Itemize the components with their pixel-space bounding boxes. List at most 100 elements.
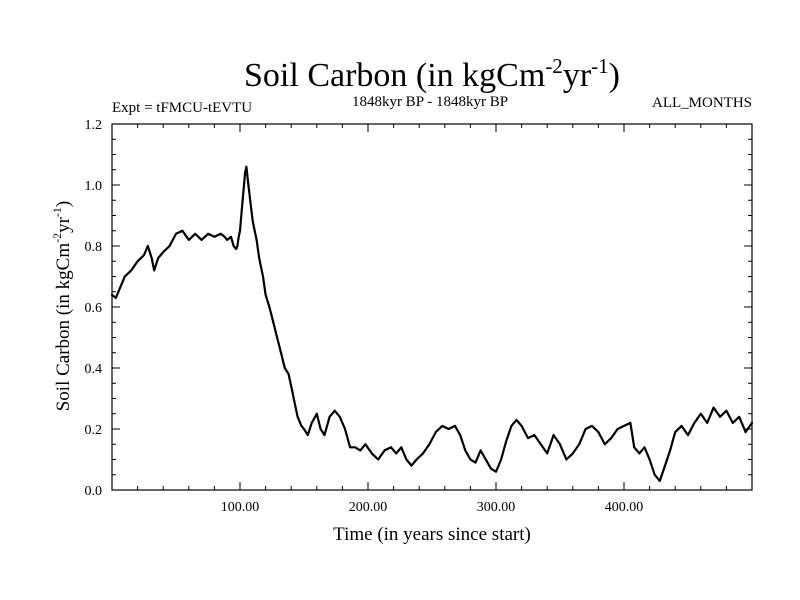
- ylabel-sup-1: -2: [50, 233, 64, 243]
- data-point: [546, 452, 549, 455]
- plot-frame: [111, 123, 753, 491]
- data-point: [706, 422, 709, 424]
- data-point: [213, 235, 216, 238]
- data-point: [400, 446, 403, 449]
- data-point: [410, 464, 413, 467]
- data-point: [559, 443, 561, 446]
- data-point: [597, 431, 600, 433]
- data-point: [258, 257, 261, 260]
- data-point: [162, 251, 165, 254]
- data-point: [283, 367, 286, 369]
- data-point: [515, 419, 518, 421]
- data-point: [245, 165, 248, 168]
- data-point: [323, 434, 326, 436]
- data-point: [306, 434, 309, 436]
- data-point: [571, 452, 574, 455]
- data-point: [333, 409, 336, 412]
- data-point: [591, 425, 593, 427]
- data-point: [236, 245, 239, 247]
- data-point: [349, 446, 351, 449]
- data-point: [658, 480, 661, 482]
- data-point: [200, 239, 203, 241]
- data-point: [533, 434, 536, 436]
- data-point: [447, 428, 450, 430]
- data-point: [123, 275, 126, 278]
- data-point: [153, 269, 156, 272]
- experiment-label: Expt = tFMCU-tEVTU: [112, 100, 252, 116]
- data-point: [111, 293, 113, 296]
- data-point: [223, 235, 226, 238]
- ylabel-prefix: Soil Carbon (in kgCm: [53, 243, 74, 412]
- y-tick-label: 0.8: [85, 240, 103, 255]
- data-point: [520, 425, 523, 427]
- data-point: [168, 245, 171, 247]
- data-point: [459, 434, 462, 436]
- data-point: [246, 178, 249, 180]
- data-point: [648, 458, 651, 461]
- data-point: [118, 287, 121, 290]
- data-point: [194, 232, 197, 235]
- data-point: [699, 412, 702, 415]
- data-point: [415, 458, 418, 461]
- data-point: [552, 434, 555, 436]
- data-point: [474, 461, 477, 464]
- data-point: [310, 422, 313, 424]
- data-point: [303, 428, 305, 430]
- data-point: [244, 171, 247, 174]
- data-point: [687, 434, 689, 436]
- plot-area: [110, 123, 754, 491]
- data-point: [359, 449, 362, 452]
- x-tick-label: 200.00: [349, 500, 388, 515]
- data-point: [114, 297, 117, 299]
- x-tick-label: 300.00: [477, 500, 516, 515]
- time-range-label: 1848kyr BP - 1848kyr BP: [352, 94, 508, 110]
- data-point: [638, 452, 641, 455]
- data-point: [181, 229, 184, 232]
- data-point: [235, 248, 238, 250]
- data-point: [370, 452, 373, 455]
- data-point: [495, 470, 497, 473]
- data-point: [616, 428, 619, 430]
- data-point: [287, 373, 290, 375]
- title-prefix: Soil Carbon (in kgCm: [244, 57, 545, 94]
- months-label: ALL_MONTHS: [652, 95, 752, 111]
- x-axis: 100.00 200.00 300.00 400.00: [137, 124, 727, 515]
- data-point: [565, 458, 568, 461]
- data-point: [294, 403, 296, 406]
- x-tick-label: 400.00: [605, 500, 644, 515]
- data-point: [610, 437, 613, 439]
- data-point: [241, 199, 244, 202]
- title-suffix: ): [609, 57, 620, 94]
- data-point: [479, 449, 482, 452]
- data-point: [390, 446, 392, 449]
- data-point: [500, 458, 502, 461]
- y-tick-label: 1.0: [85, 179, 103, 194]
- data-point: [251, 220, 254, 223]
- data-point: [280, 351, 282, 354]
- data-point: [469, 458, 472, 461]
- ylabel-suffix: ): [53, 201, 74, 207]
- data-point: [510, 425, 513, 427]
- data-point: [237, 235, 240, 238]
- data-point: [744, 431, 747, 433]
- x-tick-label: 100.00: [221, 500, 260, 515]
- data-point: [731, 422, 734, 424]
- y-tick-label: 0.0: [85, 484, 103, 499]
- data-point: [712, 406, 715, 409]
- data-point: [539, 443, 542, 446]
- data-point: [751, 422, 753, 424]
- data-point: [633, 446, 636, 449]
- data-point: [207, 232, 209, 235]
- data-point: [146, 245, 149, 247]
- ylabel-mid: yr: [53, 216, 74, 233]
- data-point: [434, 431, 437, 433]
- title-mid: yr: [563, 57, 592, 94]
- data-point: [395, 452, 398, 455]
- data-point: [344, 428, 346, 430]
- data-point: [428, 443, 431, 446]
- data-point: [230, 235, 232, 238]
- data-point: [377, 458, 380, 461]
- data-point: [187, 239, 190, 241]
- data-point: [315, 412, 318, 415]
- data-point: [669, 449, 671, 452]
